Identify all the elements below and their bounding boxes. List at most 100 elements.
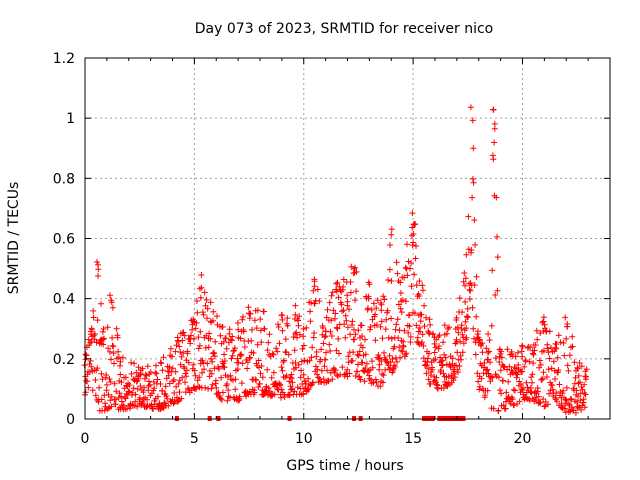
data-point	[523, 394, 529, 401]
data-point	[497, 387, 503, 394]
data-point	[218, 374, 225, 381]
data-point	[316, 298, 323, 305]
data-point	[254, 341, 261, 348]
data-point	[372, 337, 379, 344]
data-point	[561, 352, 568, 359]
data-point	[562, 396, 569, 403]
data-point	[235, 334, 242, 341]
data-point	[406, 323, 413, 330]
data-point	[140, 389, 147, 396]
data-point	[292, 364, 299, 371]
data-point	[115, 348, 122, 355]
data-point	[176, 343, 183, 350]
data-point	[326, 299, 333, 306]
data-point	[153, 362, 159, 369]
data-point	[296, 331, 303, 338]
data-point	[347, 289, 354, 296]
data-point	[245, 304, 252, 311]
data-point	[518, 348, 525, 355]
data-point	[147, 369, 154, 376]
data-point	[179, 374, 186, 381]
data-point	[367, 324, 374, 330]
data-point	[103, 381, 110, 388]
data-point	[108, 393, 115, 400]
data-point	[388, 226, 395, 233]
data-point	[211, 350, 217, 357]
data-point	[141, 375, 148, 382]
data-point	[235, 326, 242, 333]
data-point	[354, 351, 361, 358]
data-point	[452, 374, 458, 381]
data-point	[83, 352, 90, 359]
data-point	[201, 289, 208, 296]
data-point	[291, 316, 298, 322]
data-point	[537, 399, 544, 406]
data-point	[183, 367, 190, 374]
data-point	[511, 401, 518, 408]
data-point	[266, 331, 273, 338]
data-point	[335, 294, 342, 301]
data-point	[250, 350, 257, 356]
data-point	[281, 357, 287, 364]
data-point	[387, 242, 393, 248]
data-point	[306, 357, 313, 364]
data-point	[300, 325, 307, 332]
data-point	[314, 366, 321, 373]
data-point	[217, 395, 224, 402]
data-point	[431, 349, 438, 356]
data-point	[311, 330, 318, 336]
data-point	[104, 324, 111, 331]
data-point	[347, 279, 354, 285]
data-point	[336, 350, 342, 357]
data-point	[117, 362, 123, 369]
data-point	[141, 384, 148, 391]
data-point	[255, 357, 262, 364]
data-point	[378, 301, 385, 308]
data-point	[475, 337, 482, 344]
data-point	[128, 359, 135, 366]
data-point	[256, 380, 263, 387]
data-point	[98, 370, 105, 377]
data-point	[463, 251, 470, 258]
data-point	[221, 364, 228, 371]
data-point	[270, 351, 277, 358]
data-point	[207, 335, 214, 342]
data-point	[401, 327, 408, 334]
data-point	[342, 334, 349, 341]
data-point	[395, 335, 402, 341]
data-point	[476, 386, 483, 393]
data-point	[307, 308, 313, 315]
data-point	[418, 311, 425, 318]
data-point	[392, 326, 399, 333]
data-point	[469, 304, 476, 311]
data-point	[326, 341, 333, 348]
data-point	[432, 356, 439, 363]
data-point	[546, 390, 553, 397]
data-point	[494, 233, 500, 240]
data-point	[471, 217, 478, 224]
data-point	[204, 315, 210, 322]
data-point	[197, 328, 204, 335]
data-point	[563, 335, 570, 342]
data-point	[400, 343, 407, 350]
data-point	[416, 293, 423, 299]
data-point	[329, 376, 336, 383]
data-point	[82, 389, 89, 396]
data-point	[175, 338, 182, 345]
data-point	[135, 364, 142, 371]
data-point	[555, 332, 562, 339]
data-point	[180, 329, 187, 336]
data-point	[137, 383, 144, 390]
data-point	[239, 360, 246, 367]
data-point	[221, 358, 228, 364]
data-point	[255, 384, 262, 390]
data-point	[540, 347, 547, 354]
data-point	[195, 383, 202, 390]
data-point	[344, 324, 351, 331]
data-point	[453, 362, 460, 369]
data-point	[382, 366, 389, 373]
data-point	[531, 347, 538, 354]
data-point	[402, 264, 409, 271]
data-point	[471, 282, 478, 288]
data-point	[553, 398, 560, 405]
